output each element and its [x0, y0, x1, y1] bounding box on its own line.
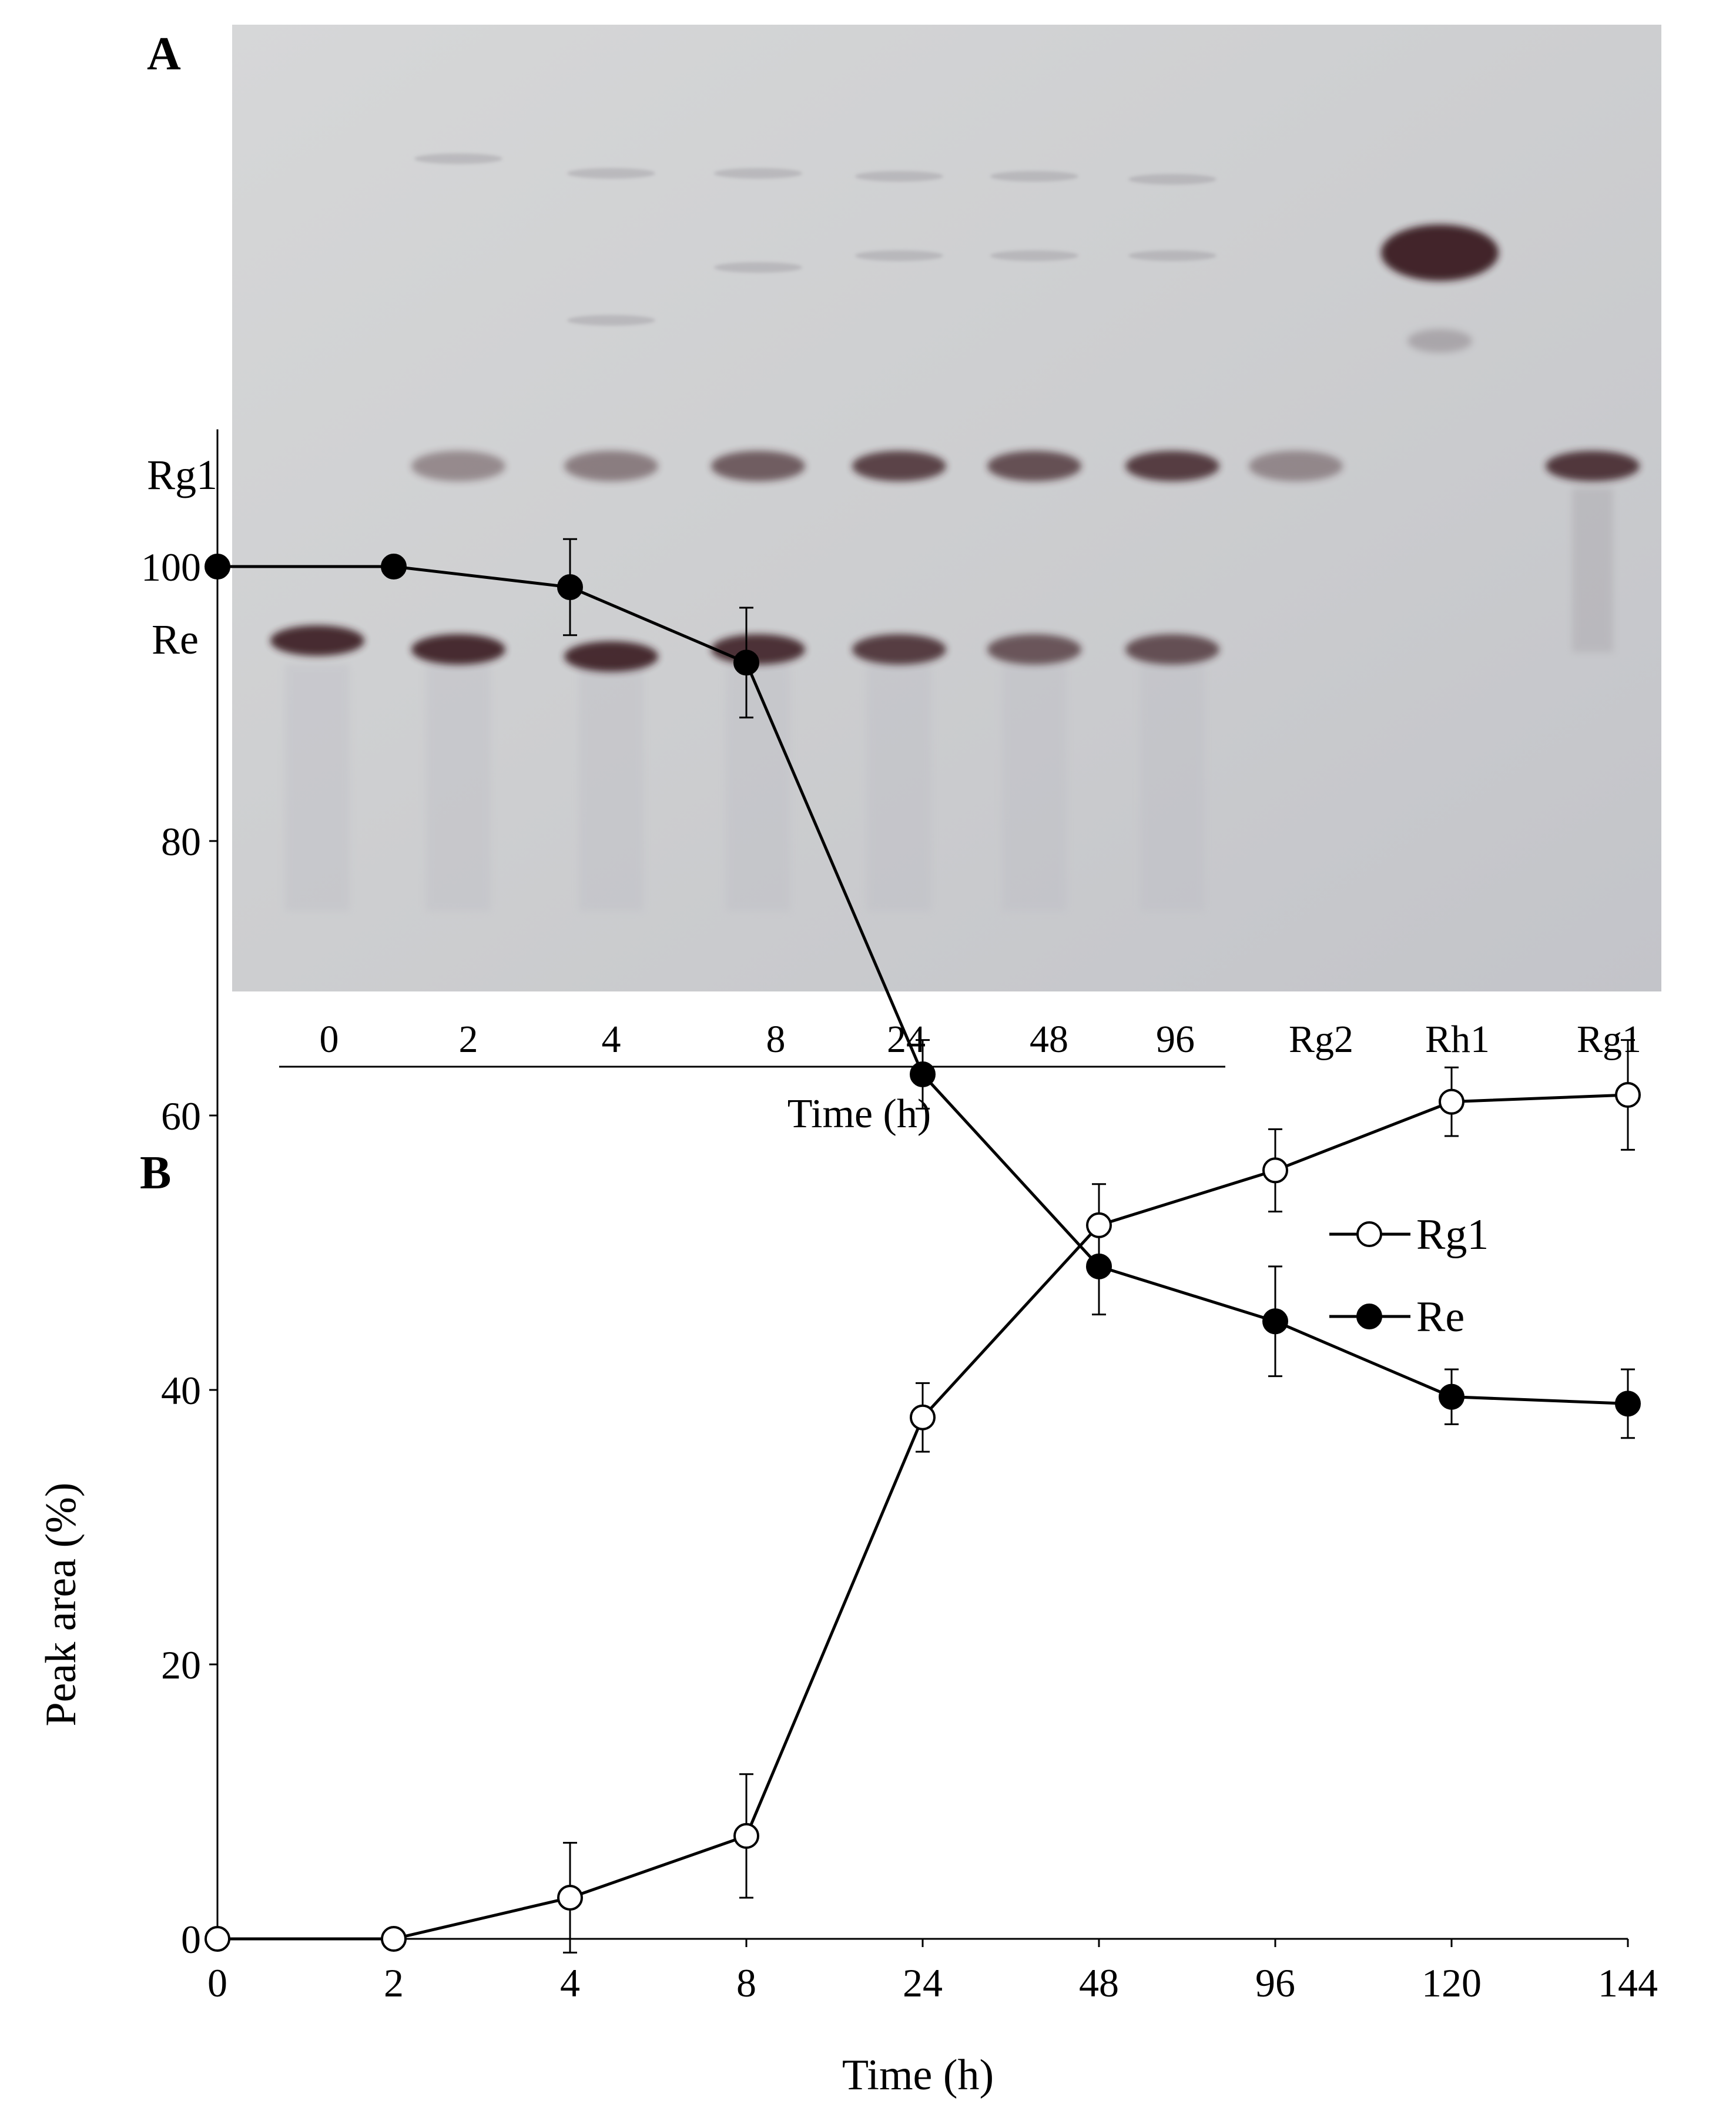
x-tick-label: 120	[1422, 1961, 1482, 2005]
data-point-rg1	[910, 1404, 936, 1430]
data-point-re	[205, 554, 230, 579]
x-tick-label: 0	[207, 1961, 227, 2005]
x-tick-label: 48	[1079, 1961, 1119, 2005]
data-point-rg1	[205, 1926, 230, 1952]
tlc-spot-0-re	[270, 625, 364, 656]
x-tick-label: 96	[1255, 1961, 1295, 2005]
panel-a-label: A	[147, 28, 181, 80]
legend-label: Re	[1416, 1293, 1464, 1341]
lane-label: 0	[320, 1018, 339, 1061]
tlc-faint-band	[714, 262, 802, 273]
lane-label: 4	[602, 1018, 621, 1061]
lane-label: 48	[1030, 1018, 1068, 1061]
tlc-spot-2-re	[411, 634, 505, 665]
tlc-streak	[426, 664, 491, 911]
data-point-rg1	[733, 1822, 759, 1849]
tlc-faint-band	[714, 168, 802, 179]
legend-label: Rg1	[1416, 1211, 1489, 1259]
tlc-faint-band	[855, 250, 943, 261]
data-point-rg1	[1615, 1081, 1641, 1108]
tlc-faint-band	[990, 171, 1078, 182]
data-point-re	[1439, 1383, 1464, 1410]
tlc-spot-Rg2-rg1	[1249, 451, 1343, 481]
y-tick-label: 40	[161, 1368, 201, 1413]
tlc-spot-4-re	[564, 641, 658, 672]
lane-label: Rh1	[1425, 1018, 1490, 1061]
x-tick-label: 8	[736, 1961, 756, 2005]
tlc-spots	[270, 153, 1640, 911]
tlc-spot-24-re	[852, 634, 946, 665]
tlc-streak	[867, 664, 931, 911]
x-tick-label: 144	[1598, 1961, 1658, 2005]
y-axis-label: Peak area (%)	[37, 1483, 85, 1727]
data-point-re	[1615, 1391, 1641, 1417]
y-tick-label: 100	[141, 545, 201, 589]
tlc-spot-Rh1-rh1	[1381, 225, 1499, 281]
lane-label: 96	[1156, 1018, 1195, 1061]
row-label-rg1: Rg1	[147, 451, 217, 498]
legend: Rg1 Re	[1329, 1211, 1489, 1341]
panel-a-time-label: Time (h)	[787, 1091, 931, 1137]
x-axis-label: Time (h)	[842, 2051, 994, 2099]
tlc-spot-24-rg1	[852, 451, 946, 481]
y-tick-label: 0	[181, 1917, 201, 1962]
tlc-panel: A Rg1 Re 0 2 4 8 24 48 96 Rg2 Rh1 Rg1 Ti…	[147, 25, 1661, 1137]
tlc-streak	[1140, 664, 1205, 911]
tlc-spot-Rg1-rg1	[1546, 451, 1640, 481]
tlc-streak	[1002, 664, 1067, 911]
tlc-spot-96-re	[1125, 634, 1219, 665]
row-label-re: Re	[152, 616, 199, 663]
tlc-spot-48-rg1	[987, 451, 1081, 481]
tlc-spot-48-re	[987, 634, 1081, 665]
tlc-faint-band	[1128, 250, 1216, 261]
tlc-streak	[726, 664, 790, 911]
tlc-spot-4-rg1	[564, 451, 658, 481]
lane-label: 8	[766, 1018, 786, 1061]
tlc-faint-band	[1128, 174, 1216, 185]
tlc-faint-band	[567, 315, 655, 326]
data-point-rg1	[1086, 1212, 1112, 1238]
tlc-streak	[579, 664, 644, 911]
tlc-faint-band	[990, 250, 1078, 261]
tlc-faint-band	[567, 168, 655, 179]
tlc-spot-8-rg1	[711, 451, 805, 481]
legend-marker	[1356, 1221, 1382, 1247]
x-tick-label: 4	[560, 1961, 580, 2005]
data-point-rg1	[1439, 1088, 1464, 1115]
data-point-rg1	[557, 1884, 583, 1911]
legend-marker	[1356, 1304, 1382, 1329]
lane-label: 2	[459, 1018, 478, 1061]
tlc-faint-band	[414, 153, 502, 164]
data-point-re	[557, 574, 583, 601]
y-tick-label: 80	[161, 819, 201, 864]
data-point-rg1	[381, 1926, 407, 1952]
tlc-faint-band	[855, 171, 943, 182]
tlc-rh1-halo	[1407, 329, 1472, 353]
tlc-rg1-smear	[1572, 488, 1613, 652]
tlc-spot-96-rg1	[1125, 451, 1219, 481]
tlc-spot-2-rg1	[411, 451, 505, 481]
data-point-re	[381, 554, 407, 579]
data-point-rg1	[1262, 1157, 1288, 1184]
data-point-re	[910, 1061, 936, 1087]
lane-labels: 0 2 4 8 24 48 96 Rg2 Rh1 Rg1	[320, 1018, 1642, 1061]
x-tick-label: 2	[384, 1961, 404, 2005]
data-point-re	[1086, 1253, 1112, 1279]
data-point-re	[1262, 1308, 1288, 1335]
panel-b-label: B	[140, 1147, 171, 1199]
x-tick-label: 24	[903, 1961, 943, 2005]
tlc-streak	[285, 664, 350, 911]
y-tick-label: 60	[161, 1094, 201, 1138]
y-tick-label: 20	[161, 1643, 201, 1687]
lane-label: Rg2	[1289, 1018, 1353, 1061]
data-point-re	[733, 649, 759, 676]
